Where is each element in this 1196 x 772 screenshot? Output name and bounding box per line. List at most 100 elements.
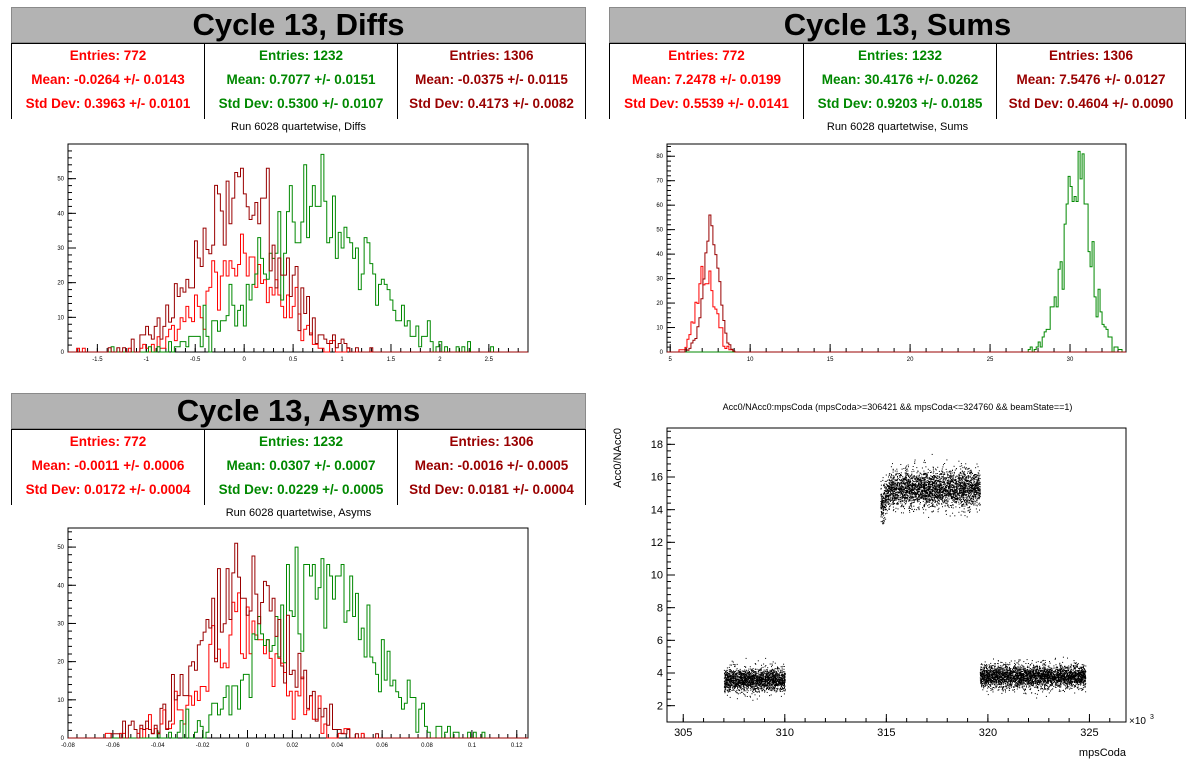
scatter-point bbox=[756, 685, 758, 687]
scatter-point bbox=[912, 502, 914, 504]
scatter-point bbox=[897, 482, 899, 483]
scatter-point bbox=[769, 674, 770, 676]
scatter-point bbox=[978, 493, 980, 494]
scatter-point bbox=[747, 687, 749, 689]
scatter-point bbox=[907, 490, 909, 492]
scatter-point bbox=[735, 674, 737, 676]
scatter-point bbox=[897, 473, 899, 475]
scatter-point bbox=[884, 500, 886, 502]
scatter-point bbox=[944, 500, 945, 502]
scatter-point bbox=[928, 488, 930, 490]
scatter-point bbox=[779, 672, 781, 674]
scatter-point bbox=[738, 685, 740, 687]
scatter-point bbox=[730, 683, 731, 685]
scatter-point bbox=[784, 672, 786, 674]
scatter-point bbox=[934, 475, 936, 477]
scatter-point bbox=[761, 676, 763, 678]
scatter-point bbox=[738, 670, 740, 671]
scatter-point bbox=[733, 671, 735, 673]
scatter-point bbox=[781, 679, 783, 681]
scatter-point bbox=[726, 673, 728, 675]
scatter-point bbox=[902, 493, 904, 495]
scatter-point bbox=[928, 495, 929, 497]
scatter-point bbox=[771, 668, 773, 670]
scatter-point bbox=[974, 485, 976, 487]
scatter-point bbox=[966, 483, 968, 485]
scatter-point bbox=[975, 504, 977, 506]
scatter-point bbox=[759, 691, 760, 693]
scatter-point bbox=[973, 483, 975, 485]
scatter-point bbox=[978, 475, 980, 477]
scatter-point bbox=[900, 502, 902, 504]
scatter-point bbox=[780, 683, 781, 685]
x-tick-label: 1 bbox=[340, 357, 344, 363]
scatter-point bbox=[957, 478, 959, 479]
scatter-point bbox=[726, 686, 728, 688]
scatter-point bbox=[951, 505, 953, 507]
scatter-point bbox=[885, 499, 887, 501]
scatter-point bbox=[753, 679, 755, 681]
scatter-point bbox=[947, 494, 949, 496]
scatter-point bbox=[942, 492, 944, 494]
scatter-point bbox=[758, 683, 760, 685]
scatter-point bbox=[927, 478, 929, 480]
scatter-point bbox=[784, 681, 786, 683]
scatter-point bbox=[888, 479, 890, 481]
scatter-point bbox=[943, 475, 944, 477]
scatter-point bbox=[958, 478, 960, 480]
scatter-point bbox=[763, 680, 765, 682]
scatter-point bbox=[781, 685, 783, 687]
scatter-point bbox=[932, 494, 934, 496]
scatter-point bbox=[979, 494, 981, 496]
scatter-point bbox=[922, 486, 924, 488]
scatter-point bbox=[763, 673, 765, 675]
scatter-point bbox=[962, 498, 964, 500]
scatter-point bbox=[906, 492, 908, 494]
scatter-point bbox=[891, 484, 893, 486]
scatter-point bbox=[978, 483, 980, 485]
scatter-point bbox=[900, 479, 902, 481]
scatter-point bbox=[727, 685, 729, 687]
scatter-point bbox=[880, 498, 882, 500]
scatter-point bbox=[950, 471, 952, 473]
scatter-point bbox=[744, 681, 745, 683]
scatter-point bbox=[780, 686, 782, 688]
scatter-point bbox=[943, 493, 945, 495]
scatter-point bbox=[761, 677, 763, 679]
scatter-point bbox=[955, 483, 957, 485]
scatter-point bbox=[971, 473, 973, 474]
scatter-point bbox=[960, 499, 962, 501]
scatter-point bbox=[888, 478, 890, 480]
scatter-point bbox=[897, 485, 899, 487]
scatter-point bbox=[778, 675, 780, 677]
scatter-point bbox=[885, 509, 887, 511]
scatter-point bbox=[962, 477, 964, 479]
scatter-point bbox=[960, 502, 962, 504]
scatter-point bbox=[732, 678, 734, 680]
scatter-point bbox=[756, 672, 758, 674]
scatter-point bbox=[751, 688, 753, 690]
scatter-point bbox=[775, 676, 777, 678]
scatter-point bbox=[725, 670, 727, 672]
scatter-point bbox=[727, 684, 729, 686]
scatter-point bbox=[736, 685, 738, 687]
scatter-point bbox=[897, 475, 898, 477]
scatter-point bbox=[760, 679, 762, 681]
scatter-point bbox=[938, 507, 940, 509]
scatter-point bbox=[769, 663, 771, 665]
scatter-point bbox=[947, 500, 949, 502]
scatter-point bbox=[747, 683, 749, 685]
scatter-point bbox=[946, 494, 947, 496]
scatter-point bbox=[976, 475, 978, 477]
scatter-point bbox=[736, 675, 738, 677]
scatter-point bbox=[783, 666, 785, 667]
scatter-point bbox=[918, 506, 920, 508]
scatter-point bbox=[778, 678, 780, 680]
scatter-point bbox=[764, 685, 766, 687]
scatter-point bbox=[883, 502, 885, 504]
y-tick-label: 30 bbox=[656, 277, 663, 283]
scatter-point bbox=[970, 470, 972, 472]
scatter-point bbox=[941, 495, 943, 496]
scatter-point bbox=[757, 680, 759, 682]
scatter-point bbox=[904, 499, 906, 501]
